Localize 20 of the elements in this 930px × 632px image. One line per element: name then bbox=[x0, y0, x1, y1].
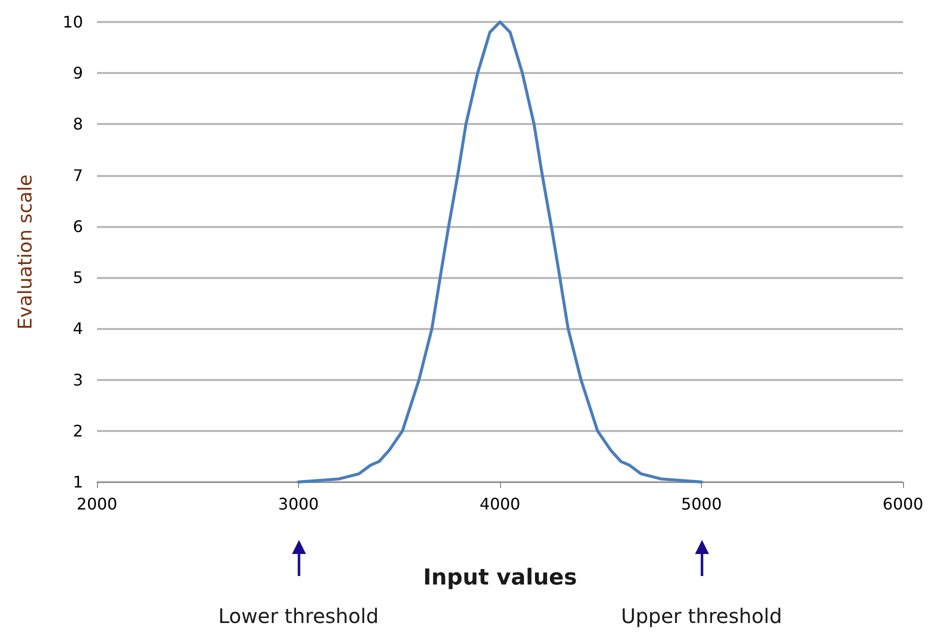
y-tick-label: 10 bbox=[62, 12, 83, 32]
line-series bbox=[297, 20, 703, 484]
x-tick-label: 2000 bbox=[76, 494, 118, 514]
y-tick-label: 6 bbox=[72, 216, 83, 236]
y-tick-label: 9 bbox=[72, 64, 83, 83]
y-axis-title: Evaluation scale bbox=[14, 174, 36, 330]
text: Upper threshold bbox=[620, 604, 784, 628]
x-tick-label: 4000 bbox=[480, 494, 520, 514]
y-tick-label: 7 bbox=[72, 166, 83, 185]
y-tick-label: 8 bbox=[72, 114, 83, 134]
x-axis-title: Input values bbox=[423, 566, 577, 590]
x-tick-label: 6000 bbox=[882, 494, 924, 514]
y-tick-label: 4 bbox=[72, 319, 83, 338]
y-tick-label: 1 bbox=[72, 472, 83, 492]
text: Lower threshold bbox=[217, 604, 380, 628]
x-tick-label: 5000 bbox=[681, 494, 722, 514]
x-tick-label: 3000 bbox=[278, 494, 319, 514]
y-tick-label: 3 bbox=[72, 370, 83, 390]
y-tick-label: 5 bbox=[72, 268, 83, 288]
y-tick-label: 2 bbox=[72, 421, 83, 440]
